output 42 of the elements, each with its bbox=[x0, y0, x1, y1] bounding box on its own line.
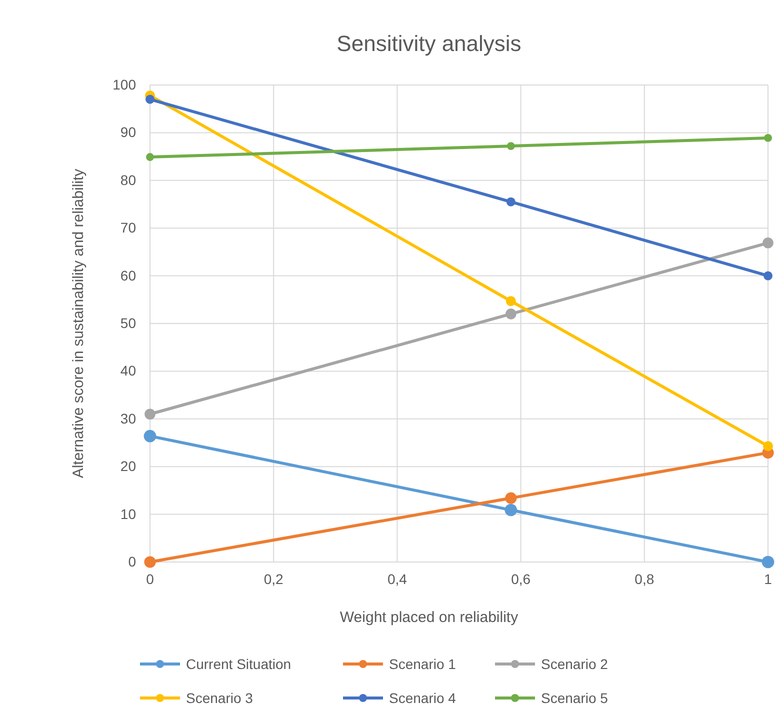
y-tick-label: 60 bbox=[120, 267, 136, 284]
y-tick-label: 70 bbox=[120, 220, 136, 236]
y-tick-label: 90 bbox=[120, 124, 136, 140]
point bbox=[505, 492, 517, 504]
point bbox=[504, 504, 518, 516]
point bbox=[762, 556, 774, 568]
point bbox=[506, 308, 516, 320]
point bbox=[762, 237, 774, 248]
point bbox=[763, 441, 773, 452]
y-axis-title: Alternative score in sustainability and reliability bbox=[70, 168, 87, 478]
point bbox=[144, 556, 156, 568]
x-tick-label: 0 bbox=[146, 570, 154, 587]
point bbox=[763, 271, 773, 280]
point bbox=[506, 296, 516, 306]
x-axis-title: Weight placed on reliability bbox=[340, 609, 519, 626]
legend-label: Scenario 2 bbox=[541, 656, 608, 672]
x-tick-label: 1 bbox=[764, 570, 772, 587]
y-tick-label: 30 bbox=[120, 410, 136, 426]
y-tick-label: 50 bbox=[120, 314, 136, 331]
point bbox=[764, 134, 772, 142]
legend-label: Scenario 3 bbox=[186, 690, 254, 706]
point bbox=[146, 153, 154, 162]
legend-label: Scenario 1 bbox=[389, 656, 456, 672]
x-tick-label: 0,6 bbox=[511, 570, 531, 587]
point bbox=[144, 430, 156, 442]
y-tick-label: 40 bbox=[120, 362, 136, 379]
legend-label: Scenario 4 bbox=[389, 690, 456, 706]
legend-label: Current Situation bbox=[186, 656, 292, 672]
point bbox=[145, 94, 155, 104]
point bbox=[506, 197, 516, 206]
y-tick-label: 100 bbox=[112, 76, 136, 92]
x-tick-label: 0,4 bbox=[387, 570, 408, 587]
x-tick-label: 0,2 bbox=[264, 570, 284, 587]
point bbox=[144, 408, 156, 420]
chart-title: Sensitivity analysis bbox=[336, 31, 522, 56]
y-tick-label: 20 bbox=[120, 458, 136, 474]
point bbox=[506, 142, 515, 150]
y-tick-label: 0 bbox=[128, 553, 136, 570]
legend-label: Scenario 5 bbox=[541, 690, 608, 706]
y-tick-label: 80 bbox=[120, 172, 136, 188]
x-tick-label: 0,8 bbox=[634, 570, 654, 587]
y-tick-label: 10 bbox=[120, 506, 136, 522]
